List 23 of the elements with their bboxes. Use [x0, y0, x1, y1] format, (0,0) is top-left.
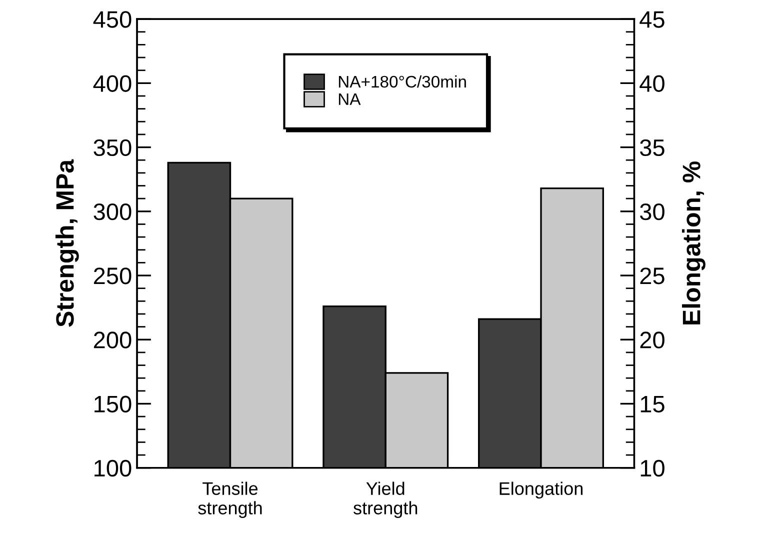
y2-tick-label: 20	[640, 332, 664, 348]
legend-label: NA+180°C/30min	[338, 75, 466, 88]
legend-label: NA	[338, 93, 361, 105]
y-tick-label: 300	[94, 203, 132, 220]
y2-tick-label: 45	[640, 11, 664, 28]
y-tick-label: 150	[94, 396, 132, 413]
y2-tick-label: 40	[640, 75, 664, 92]
y2-tick-label: 10	[640, 460, 664, 477]
x-tick-label: Elongation	[500, 482, 582, 499]
y-tick-label: 100	[94, 460, 132, 477]
x-tick-label: Tensile strength	[198, 482, 262, 518]
y2-tick-label: 35	[640, 139, 664, 156]
y-tick-label: 200	[94, 332, 132, 348]
y-tick-label: 450	[93, 11, 132, 28]
y2-axis-title: Elongation, %	[682, 161, 706, 324]
y-axis-title: Strength, MPa	[55, 159, 79, 327]
y-tick-label: 250	[94, 268, 132, 284]
y2-tick-label: 30	[640, 203, 664, 220]
y-tick-label: 400	[93, 75, 132, 92]
y-tick-label: 350	[94, 139, 132, 156]
y2-tick-label: 15	[640, 396, 664, 413]
x-tick-label: Yield strength	[354, 482, 418, 518]
y2-tick-label: 25	[640, 268, 664, 284]
